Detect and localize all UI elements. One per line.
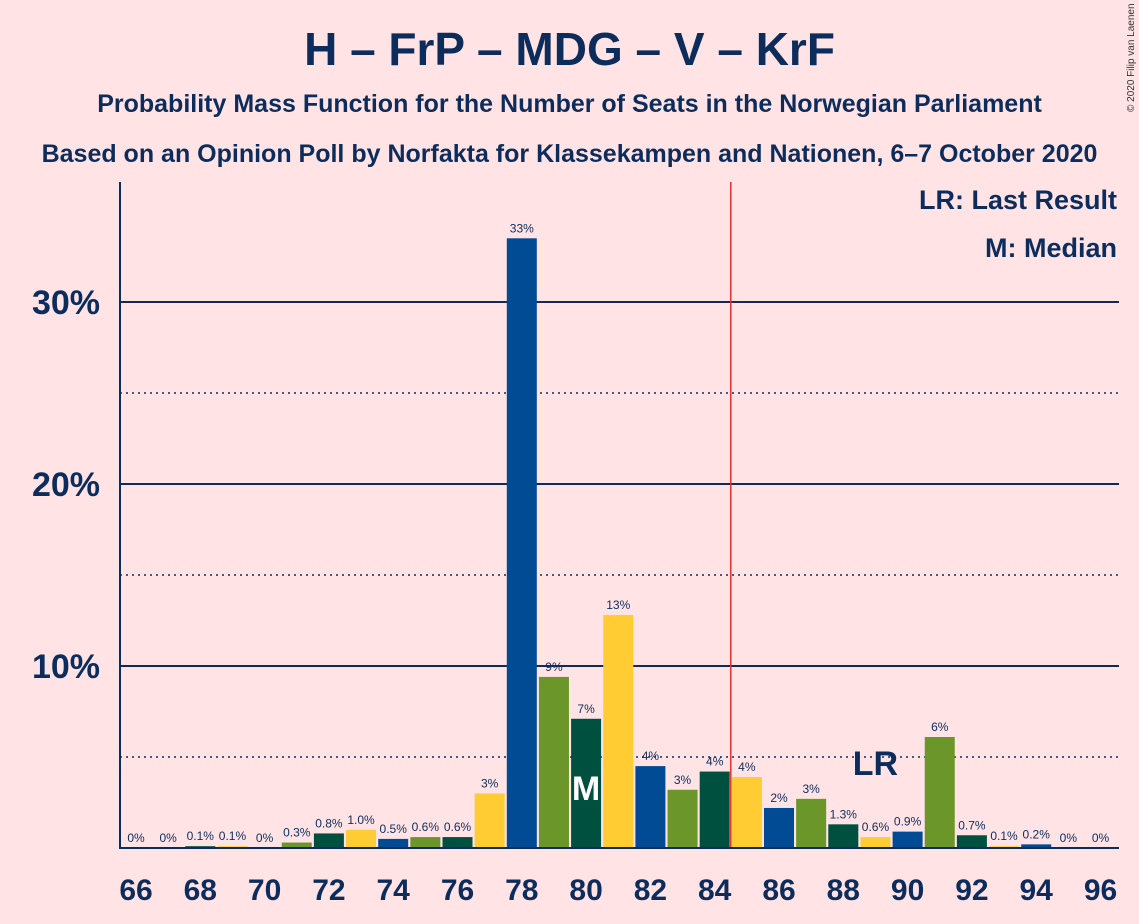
bar-seat-88 [828,824,859,848]
value-label-seat-78: 33% [510,221,534,235]
median-marker: M [572,770,600,808]
bar-seat-85 [731,777,762,848]
value-labels: 0% 0% 0.1% 0.1% 0% 0.3% 0.8% 1.0% 0.5% 0.6% 0.6% 3%… [127,221,1109,845]
value-label-seat-84: 4% [706,755,724,769]
value-label-seat-75: 0.6% [412,820,440,834]
bar-seat-91 [924,736,955,848]
value-label-seat-71: 0.3% [283,826,311,840]
bar-seat-72 [313,833,344,848]
bar-seat-92 [956,835,987,848]
bar-seat-89 [860,837,891,848]
axes: 10% 20% 30% 66 68 70 72 74 76 78 80 82 84 86 88 90 92 94 9… [32,182,1119,907]
bars [185,182,1052,849]
value-label-seat-77: 3% [481,776,499,790]
x-tick-label-90: 90 [891,874,924,907]
y-tick-label-1: 20% [32,466,100,504]
value-label-seat-87: 3% [802,782,820,796]
value-label-seat-76: 0.6% [444,820,472,834]
x-tick-label-66: 66 [119,874,152,907]
bar-seat-78 [506,238,537,849]
bar-seat-82 [635,766,666,848]
x-tick-label-80: 80 [569,874,602,907]
x-tick-label-68: 68 [184,874,217,907]
bar-seat-90 [892,831,923,848]
value-label-seat-95: 0% [1060,831,1078,845]
bar-seat-71 [281,842,312,848]
bar-seat-77 [474,793,505,848]
value-label-seat-96: 0% [1092,831,1110,845]
value-label-seat-92: 0.7% [958,818,986,832]
value-label-seat-94: 0.2% [1023,827,1051,841]
value-label-seat-74: 0.5% [380,822,408,836]
bar-seat-83 [667,789,698,848]
x-tick-label-84: 84 [698,874,732,907]
value-label-seat-85: 4% [738,760,756,774]
value-label-seat-81: 13% [606,598,630,612]
x-tick-label-86: 86 [762,874,795,907]
x-tick-label-92: 92 [955,874,988,907]
value-label-seat-79: 9% [545,660,563,674]
value-label-seat-80: 7% [577,702,595,716]
x-tick-label-74: 74 [377,874,411,907]
legend-entry-0: LR: Last Result [919,185,1117,215]
chart-subtitle-poll: Based on an Opinion Poll by Norfakta for… [41,140,1098,168]
chart-subtitle: Probability Mass Function for the Number… [97,90,1042,118]
value-label-seat-93: 0.1% [990,829,1018,843]
y-tick-label-2: 30% [32,284,100,322]
value-label-seat-73: 1.0% [347,813,375,827]
x-tick-label-96: 96 [1084,874,1117,907]
bar-seat-80 [571,718,602,848]
x-tick-label-78: 78 [505,874,538,907]
value-label-seat-91: 6% [931,720,949,734]
bar-seat-74 [378,838,409,848]
bar-seat-79 [538,676,569,848]
last-result-marker: LR [853,745,898,783]
bar-seat-86 [764,807,794,848]
value-label-seat-69: 0.1% [219,829,247,843]
value-label-seat-90: 0.9% [894,815,922,829]
bar-seat-81 [603,615,634,848]
legend: LR: Last Result M: Median [919,185,1117,263]
x-tick-label-76: 76 [441,874,474,907]
chart-title: H – FrP – MDG – V – KrF [304,23,835,75]
y-tick-label-0: 10% [32,648,100,686]
value-label-seat-72: 0.8% [315,816,343,830]
x-tick-label-70: 70 [248,874,281,907]
value-label-seat-68: 0.1% [187,829,215,843]
bar-seat-76 [442,837,473,848]
value-label-seat-82: 4% [642,749,660,763]
value-label-seat-88: 1.3% [830,807,858,821]
bar-seat-94 [1021,844,1052,848]
x-tick-label-82: 82 [634,874,667,907]
x-tick-label-88: 88 [827,874,860,907]
bar-seat-87 [796,798,827,848]
value-label-seat-86: 2% [770,791,788,805]
value-label-seat-70: 0% [256,831,274,845]
markers: M LR [572,745,898,808]
bar-seat-73 [346,829,377,848]
value-label-seat-89: 0.6% [862,820,890,834]
legend-entry-1: M: Median [985,233,1117,263]
value-label-seat-66: 0% [127,831,145,845]
bar-seat-75 [410,837,441,848]
value-label-seat-83: 3% [674,773,692,787]
value-label-seat-67: 0% [159,831,177,845]
bar-seat-84 [699,771,730,848]
x-tick-label-94: 94 [1020,874,1054,907]
x-tick-label-72: 72 [312,874,345,907]
